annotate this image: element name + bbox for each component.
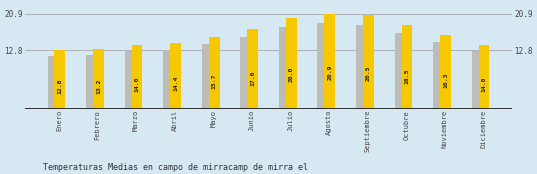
Bar [279, 27, 289, 109]
Bar [356, 25, 367, 109]
Bar [324, 14, 335, 109]
Bar [54, 50, 66, 109]
Bar [317, 23, 328, 109]
Bar [125, 51, 135, 109]
Bar [93, 49, 104, 109]
Text: 14.0: 14.0 [134, 77, 140, 92]
Text: 15.7: 15.7 [212, 74, 216, 89]
Text: 20.9: 20.9 [328, 65, 332, 80]
Bar [433, 42, 444, 109]
Bar [209, 37, 220, 109]
Bar [471, 51, 483, 109]
Bar [286, 18, 296, 109]
Text: 17.6: 17.6 [250, 70, 255, 86]
Bar [440, 35, 451, 109]
Bar [402, 25, 412, 109]
Text: 14.4: 14.4 [173, 76, 178, 92]
Bar [132, 45, 142, 109]
Text: 20.5: 20.5 [366, 65, 371, 81]
Bar [248, 29, 258, 109]
Text: 20.0: 20.0 [289, 66, 294, 82]
Text: 12.8: 12.8 [57, 79, 62, 94]
Bar [202, 44, 213, 109]
Text: 14.0: 14.0 [482, 77, 487, 92]
Bar [86, 55, 97, 109]
Bar [363, 15, 374, 109]
Text: Temperaturas Medias en campo de mirracamp de mirra el: Temperaturas Medias en campo de mirracam… [43, 163, 308, 172]
Text: 16.3: 16.3 [443, 73, 448, 88]
Text: 18.5: 18.5 [404, 69, 409, 84]
Bar [163, 50, 174, 109]
Bar [241, 37, 251, 109]
Bar [395, 33, 405, 109]
Bar [478, 45, 489, 109]
Text: 13.2: 13.2 [96, 78, 101, 93]
Bar [170, 43, 181, 109]
Bar [48, 56, 59, 109]
